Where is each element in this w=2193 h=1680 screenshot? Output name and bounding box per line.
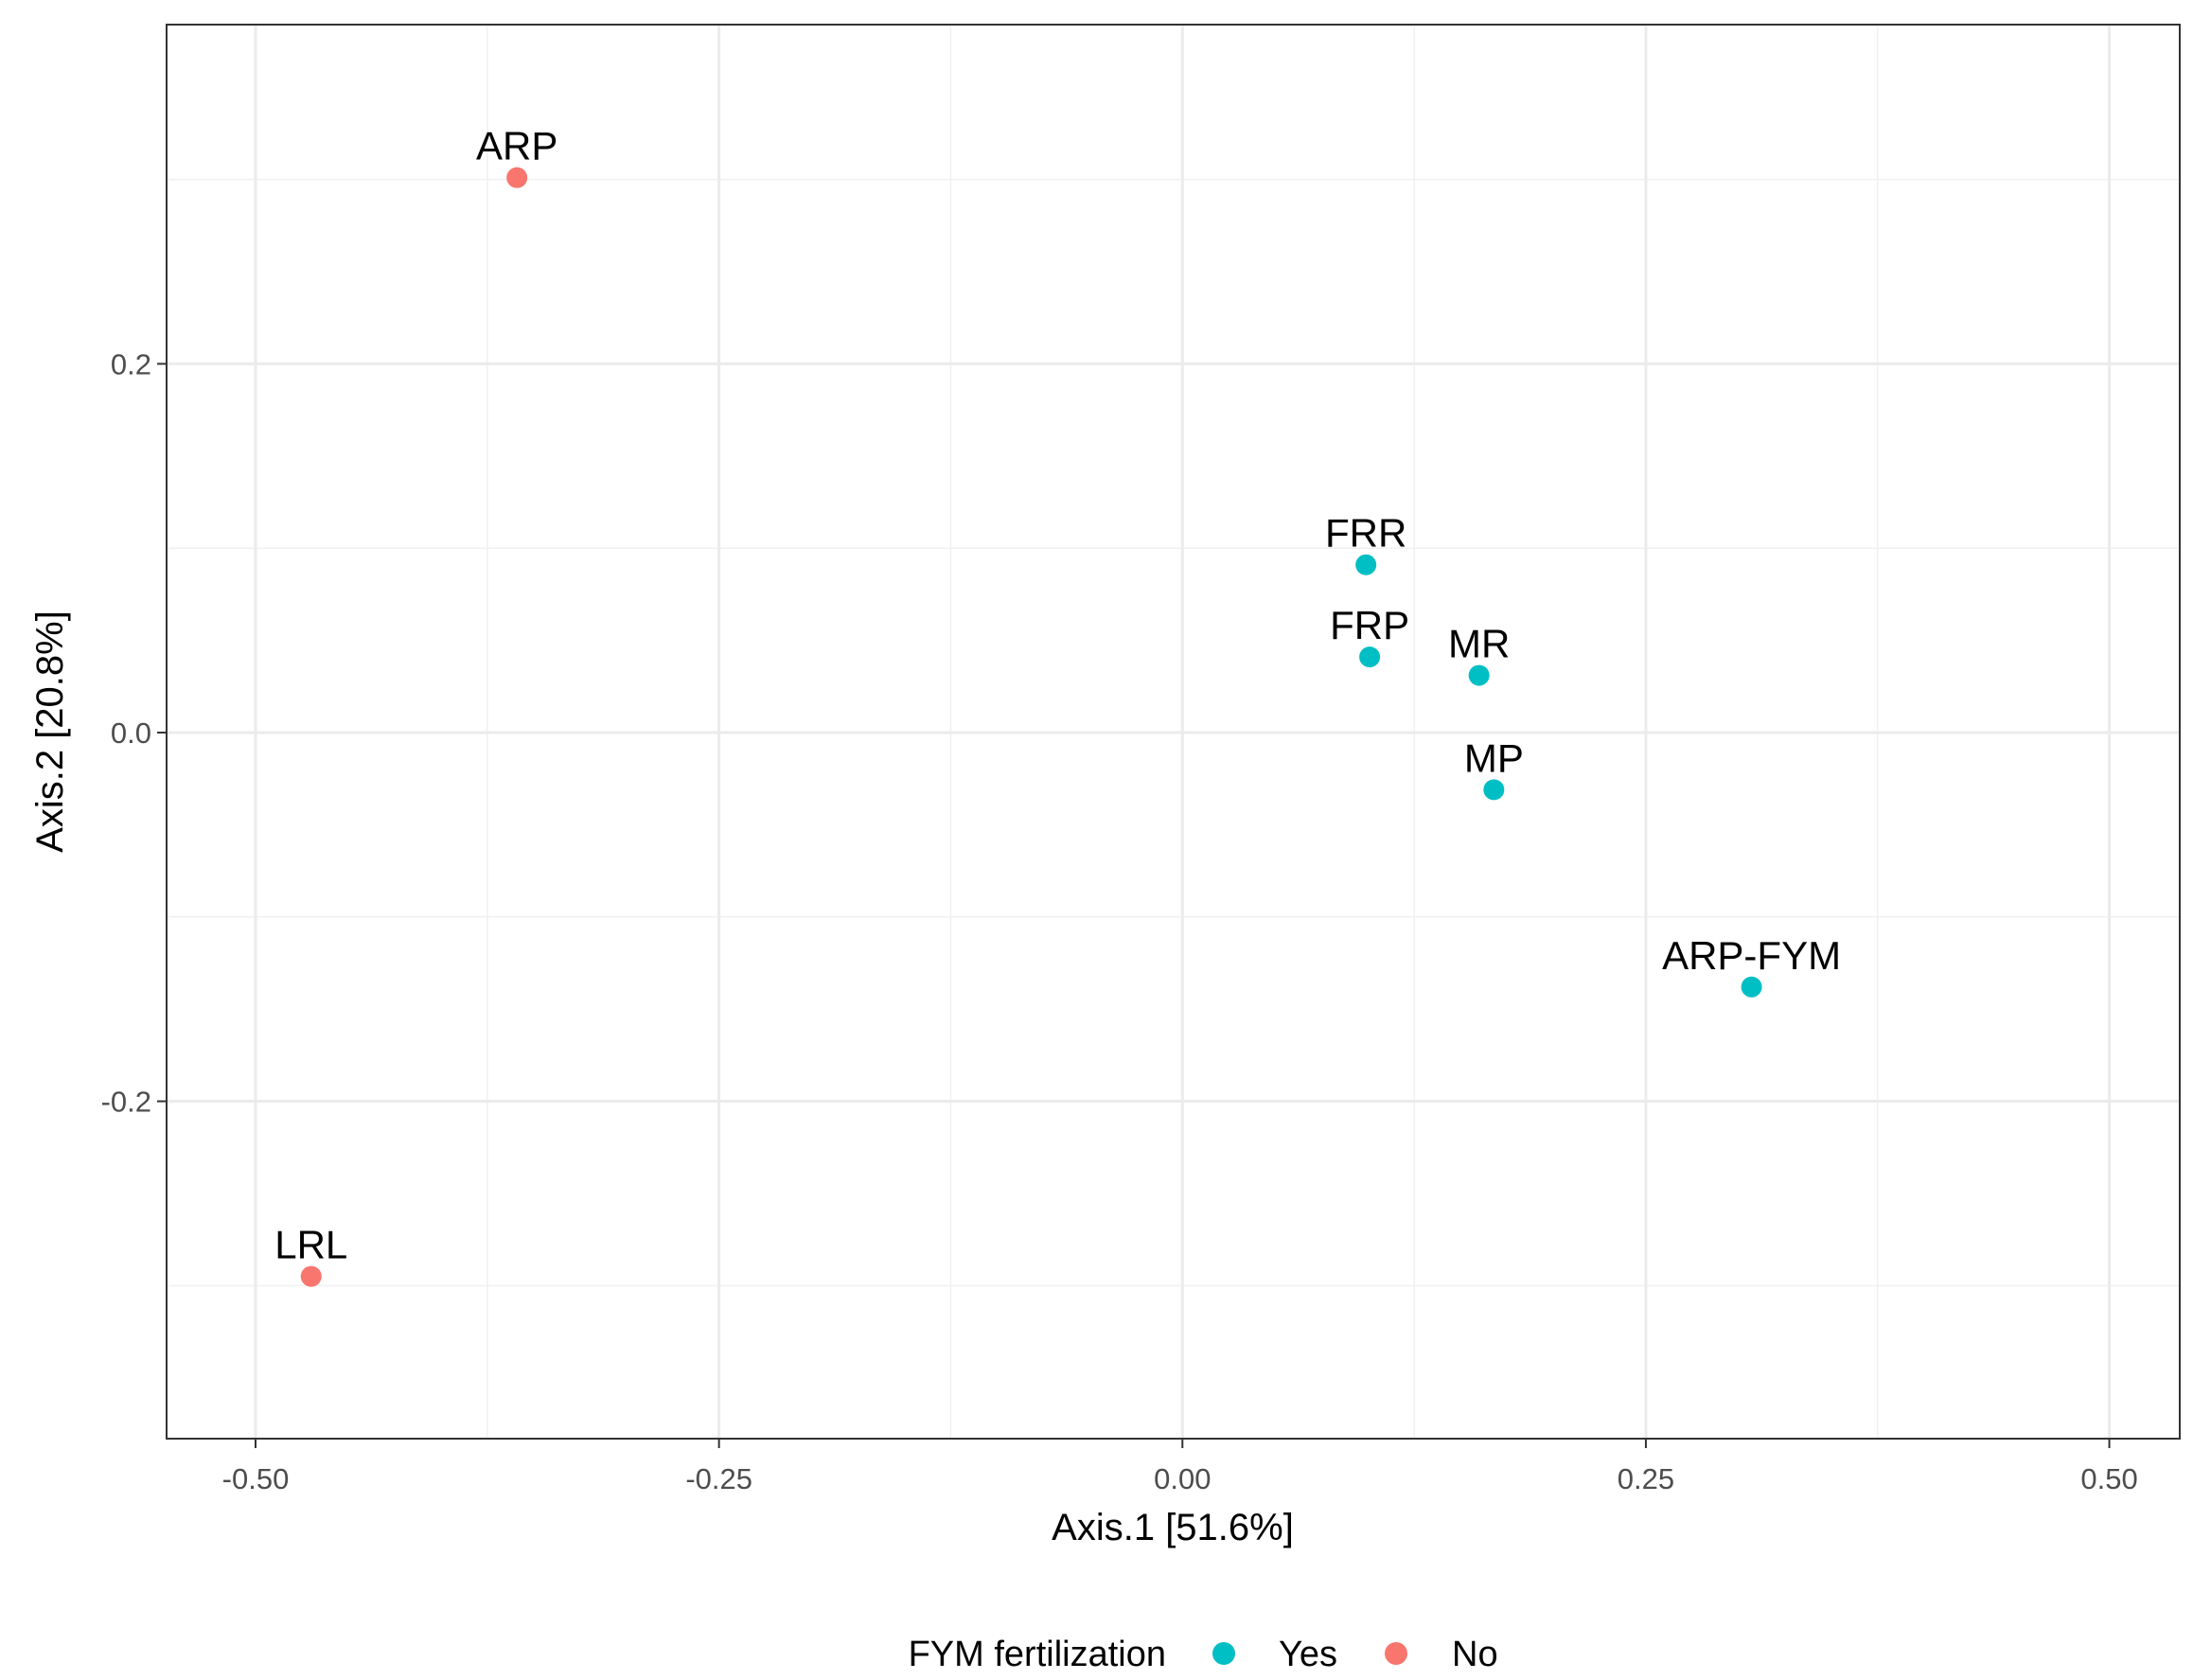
data-point (1483, 779, 1505, 801)
y-tick-label: -0.2 (101, 1086, 151, 1119)
x-tick-label: 0.00 (1154, 1462, 1211, 1495)
legend-yes-label: Yes (1279, 1635, 1337, 1674)
y-tick-label: 0.0 (111, 716, 151, 750)
x-tick-label: -0.50 (222, 1462, 290, 1495)
grid-lines (167, 25, 2180, 1439)
x-tick-label: 0.25 (1618, 1462, 1674, 1495)
data-point (1741, 976, 1762, 998)
legend-no-swatch (1385, 1642, 1407, 1665)
point-label: LRL (274, 1223, 347, 1267)
point-label: MR (1448, 622, 1510, 666)
legend: FYM fertilization Yes No (909, 1635, 1498, 1674)
x-axis-title: Axis.1 [51.6%] (1052, 1507, 1294, 1548)
point-label: ARP (476, 124, 557, 168)
point-label: MP (1464, 735, 1524, 780)
point-label: ARP-FYM (1662, 933, 1841, 978)
x-tick-label: -0.25 (685, 1462, 752, 1495)
y-axis-title: Axis.2 [20.8%] (29, 610, 71, 853)
data-point (1359, 646, 1381, 668)
point-label: FRR (1325, 511, 1406, 556)
data-point (1355, 554, 1377, 575)
axis-ticks: -0.50 -0.25 0.00 0.25 0.50 -0.2 0.0 0.2 (101, 347, 2138, 1495)
point-label: FRP (1330, 603, 1409, 647)
data-points: ARP LRL FRR FRP MR MP ARP-FYM (274, 124, 1841, 1287)
y-tick-label: 0.2 (111, 347, 151, 380)
data-point (506, 167, 528, 188)
data-point (1468, 664, 1490, 686)
legend-no-label: No (1452, 1635, 1498, 1674)
data-point (300, 1265, 322, 1287)
legend-title: FYM fertilization (909, 1635, 1166, 1674)
x-tick-label: 0.50 (2080, 1462, 2137, 1495)
legend-yes-swatch (1212, 1642, 1235, 1665)
